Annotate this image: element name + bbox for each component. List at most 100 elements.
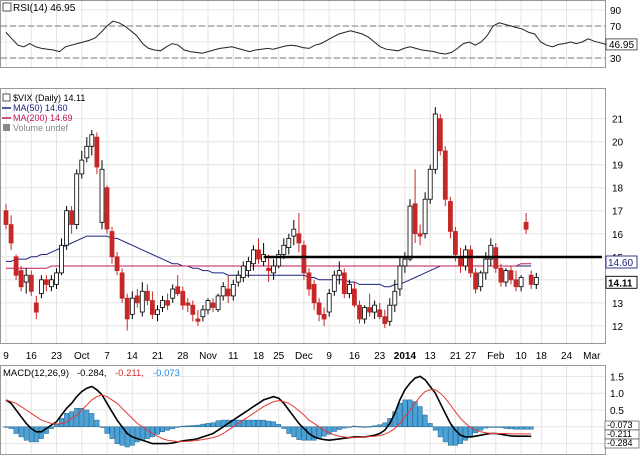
macd-histogram-bar <box>94 419 100 428</box>
candle-body <box>321 313 327 320</box>
candle-body <box>64 210 69 246</box>
candle-body <box>407 205 413 260</box>
candle-body <box>59 244 64 274</box>
macd-histogram-bar <box>271 421 277 428</box>
candle-body <box>74 173 80 225</box>
date-axis-label: 16 <box>26 351 38 362</box>
macd-histogram-bar <box>54 424 59 428</box>
rsi-axis-ticks: 90705030 <box>610 6 622 65</box>
candle-body <box>39 279 44 294</box>
candle-body <box>149 300 155 315</box>
candle-body <box>245 260 251 271</box>
macd-histogram-bar <box>326 426 332 435</box>
candle-body <box>18 270 24 288</box>
price-tick-label: 12 <box>612 322 624 333</box>
macd-histogram <box>3 399 534 448</box>
candle-body <box>281 244 287 255</box>
macd-histogram-bar <box>422 414 428 428</box>
candle-body <box>215 295 221 311</box>
macd-histogram-bar <box>352 425 357 428</box>
candle-body <box>357 304 362 320</box>
date-axis-label: 7 <box>104 351 110 362</box>
candle-body <box>175 286 181 295</box>
macd-histogram-bar <box>245 419 251 428</box>
macd-tick-label: 1.5 <box>610 372 624 383</box>
candle-body <box>139 290 145 313</box>
candle-body <box>311 283 317 304</box>
macd-histogram-bar <box>362 426 368 428</box>
candle-body <box>94 136 100 168</box>
price-value-tag-box <box>605 275 638 289</box>
macd-histogram-bar <box>316 426 322 439</box>
candle-body <box>286 237 292 248</box>
price-value-tag-label: 14.11 <box>608 278 633 289</box>
date-axis-label: Oct <box>74 351 90 362</box>
macd-histogram-bar <box>109 426 115 439</box>
macd-histogram-bar <box>503 426 509 429</box>
candle-body <box>23 274 29 283</box>
candle-body <box>119 272 125 299</box>
macd-tick-label: 1.0 <box>610 389 624 400</box>
date-axis: 9 16 23 Oct 7 14 21 28 Nov 11 18 25 Dec 9 16 23 2014 13 21… <box>3 351 601 362</box>
macd-histogram-bar <box>205 423 211 428</box>
date-axis-label: 23 <box>374 351 386 362</box>
legend-entry: MA(200) 14.69 <box>13 113 73 123</box>
candle-body <box>109 231 115 258</box>
candle-body <box>498 267 504 283</box>
macd-histogram-bar <box>427 423 433 428</box>
macd-histogram-bar <box>48 426 54 429</box>
candle-body <box>160 300 165 308</box>
price-value-tag-label: 14.60 <box>608 258 633 269</box>
macd-histogram-bar <box>407 399 413 428</box>
macd-histogram-bar <box>336 426 342 430</box>
candle-body <box>250 249 256 265</box>
macd-histogram-bar <box>528 426 534 430</box>
date-axis-label: 27 <box>465 351 477 362</box>
candle-body <box>412 203 418 235</box>
date-axis-label: 18 <box>536 351 548 362</box>
candle-body <box>33 302 39 313</box>
macd-histogram-bar <box>185 425 191 428</box>
date-axis-label: Nov <box>199 351 217 362</box>
rsi-value-tag-label: 46.95 <box>609 40 634 51</box>
macd-histogram-bar <box>33 426 39 443</box>
candle-body <box>382 316 388 325</box>
macd-histogram-bar <box>3 426 9 428</box>
candle-body <box>28 274 34 292</box>
macd-histogram-bar <box>301 426 307 441</box>
candle-body <box>8 224 14 244</box>
macd-histogram-bar <box>69 411 75 428</box>
candle-body <box>336 270 342 276</box>
macd-histogram-bar <box>412 401 418 428</box>
candle-body <box>180 290 186 306</box>
rsi-panel: 90705030 46.95 RSI(14) 46.95 <box>0 0 638 68</box>
legend-entry: Volume undef <box>13 123 69 133</box>
macd-histogram-bar <box>215 420 221 428</box>
candle-body <box>144 290 150 301</box>
macd-histogram-bar <box>79 408 85 428</box>
macd-histogram-bar <box>291 426 297 438</box>
candle-body <box>518 277 524 288</box>
macd-histogram-bar <box>175 426 181 428</box>
candle-body <box>69 210 74 225</box>
macd-histogram-bar <box>498 426 504 428</box>
date-axis-label: 16 <box>349 351 361 362</box>
candle-body <box>362 307 368 320</box>
date-axis-label: Dec <box>295 351 313 362</box>
macd-histogram-bar <box>200 423 206 428</box>
macd-histogram-bar <box>296 426 302 440</box>
macd-histogram-bar <box>251 419 256 428</box>
macd-histogram-bar <box>18 426 24 438</box>
macd-histogram-bar <box>346 426 352 428</box>
candle-body <box>387 304 393 322</box>
candle-body <box>528 274 534 285</box>
macd-histogram-bar <box>266 420 272 428</box>
candle-body <box>392 290 398 306</box>
candle-body <box>417 233 423 237</box>
rsi-panel-frame <box>0 0 606 68</box>
macd-title-part: MACD(12,26,9) <box>3 368 69 379</box>
candle-body <box>170 288 176 299</box>
candle-body <box>205 300 211 311</box>
macd-histogram-bar <box>483 426 489 429</box>
candle-body <box>377 309 383 318</box>
